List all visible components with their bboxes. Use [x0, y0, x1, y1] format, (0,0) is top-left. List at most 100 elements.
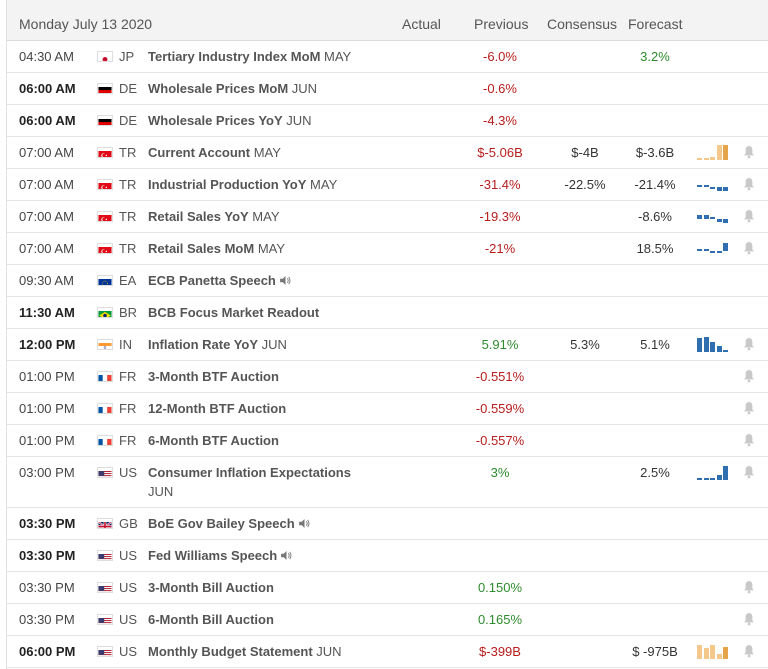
event-row[interactable]: 03:30 PM GB BoE Gov Bailey Speech [7, 508, 768, 540]
event-row[interactable]: 06:00 AM DE Wholesale Prices MoM JUN -0.6% [7, 73, 768, 105]
event-row[interactable]: 11:30 AM BR BCB Focus Market Readout [7, 297, 768, 329]
alert-bell-icon[interactable] [743, 401, 755, 415]
event-row[interactable]: 07:00 AM TR Industrial Production YoY MAY -… [7, 169, 768, 201]
event-row[interactable]: 07:00 AM TR Retail Sales MoM MAY -21% 18.5% [7, 233, 768, 265]
event-link[interactable]: BCB Focus Market Readout [148, 305, 319, 320]
sparkline-bar [703, 336, 709, 352]
jp-flag-icon [97, 51, 113, 62]
alert-bell-icon[interactable] [743, 644, 755, 658]
event-name: Retail Sales MoM [148, 241, 255, 256]
alert-bell-icon[interactable] [743, 241, 755, 255]
sparkline-bar [723, 187, 728, 191]
event-row[interactable]: 07:00 AM TR Current Account MAY $-5.06B $-4B… [7, 137, 768, 169]
event-link[interactable]: Inflation Rate YoY JUN [148, 337, 287, 352]
event-period: JUN [258, 337, 287, 352]
event-link[interactable]: Retail Sales YoY MAY [148, 209, 280, 224]
event-link[interactable]: BoE Gov Bailey Speech [148, 516, 310, 531]
alert-bell-icon[interactable] [743, 465, 755, 479]
tr-flag-icon [97, 147, 113, 158]
event-period: JUN [312, 644, 342, 659]
event-name: Consumer Inflation Expectations [148, 465, 351, 480]
forecast-value: $ -975B [632, 644, 678, 659]
actual-column-header[interactable]: Actual [402, 16, 441, 32]
alert-bell-icon[interactable] [743, 433, 755, 447]
sparkline-bar [716, 219, 722, 222]
event-link[interactable]: 6-Month BTF Auction [148, 433, 279, 448]
event-name: Inflation Rate YoY [148, 337, 259, 352]
event-link[interactable]: 6-Month Bill Auction [148, 612, 274, 627]
alert-bell-icon[interactable] [743, 145, 755, 159]
alert-bell-icon[interactable] [743, 580, 755, 594]
us-flag-icon [97, 614, 113, 625]
alert-bell-icon[interactable] [743, 209, 755, 223]
event-row[interactable]: 09:30 AM EA ECB Panetta Speech [7, 265, 768, 297]
event-time: 06:00 AM [19, 81, 76, 96]
event-time: 07:00 AM [19, 177, 74, 192]
previous-value: -19.3% [479, 209, 521, 224]
event-link[interactable]: Wholesale Prices YoY JUN [148, 113, 312, 128]
sparkline-bar [710, 645, 715, 659]
event-link[interactable]: Tertiary Industry Index MoM MAY [148, 49, 351, 64]
sparkline-bar [697, 158, 702, 160]
event-name: Wholesale Prices MoM [148, 81, 289, 96]
economic-calendar: Monday July 13 2020 Actual Previous Cons… [6, 0, 768, 669]
event-row[interactable]: 04:30 AM JP Tertiary Industry Index MoM MA… [7, 41, 768, 73]
forecast-value: -8.6% [638, 209, 672, 224]
trend-sparkline[interactable] [697, 144, 729, 160]
us-flag-icon [97, 646, 113, 657]
trend-sparkline[interactable] [697, 240, 729, 256]
event-link[interactable]: Retail Sales MoM MAY [148, 241, 285, 256]
alert-bell-icon[interactable] [743, 369, 755, 383]
event-link[interactable]: Industrial Production YoY MAY [148, 177, 337, 192]
event-row[interactable]: 12:00 PM IN Inflation Rate YoY JUN 5.91% 5.3… [7, 329, 768, 361]
trend-sparkline[interactable] [697, 176, 729, 192]
forecast-column-header[interactable]: Forecast [628, 16, 683, 32]
event-link[interactable]: 12-Month BTF Auction [148, 401, 286, 416]
sparkline-bar [710, 342, 715, 352]
event-row[interactable]: 01:00 PM FR 3-Month BTF Auction -0.551% [7, 361, 768, 393]
event-row[interactable]: 03:30 PM US 3-Month Bill Auction 0.150% [7, 572, 768, 604]
event-row[interactable]: 01:00 PM FR 12-Month BTF Auction -0.559% [7, 393, 768, 425]
consensus-value: -22.5% [564, 177, 606, 192]
event-row[interactable]: 01:00 PM FR 6-Month BTF Auction -0.557% [7, 425, 768, 457]
sparkline-bar [697, 477, 702, 480]
event-row[interactable]: 03:00 PM US Consumer Inflation Expectation… [7, 457, 768, 508]
event-row[interactable]: 03:30 PM US 6-Month Bill Auction 0.165% [7, 604, 768, 636]
sparkline-bar [723, 350, 728, 352]
event-name: 12-Month BTF Auction [148, 401, 287, 416]
event-row[interactable]: 03:30 PM US Fed Williams Speech [7, 540, 768, 572]
event-time: 03:30 PM [19, 580, 75, 595]
event-link[interactable]: ECB Panetta Speech [148, 273, 291, 288]
trend-sparkline[interactable] [697, 336, 729, 352]
event-link[interactable]: 3-Month Bill Auction [148, 580, 274, 595]
event-link[interactable]: Wholesale Prices MoM JUN [148, 81, 317, 96]
trend-sparkline[interactable] [697, 208, 729, 224]
country-code: BR [119, 305, 138, 320]
sparkline-bar [710, 216, 715, 219]
alert-bell-icon[interactable] [743, 337, 755, 351]
event-row[interactable]: 06:00 AM DE Wholesale Prices YoY JUN -4.3% [7, 105, 768, 137]
speaker-icon [281, 551, 292, 563]
event-time: 04:30 AM [19, 49, 74, 64]
event-link[interactable]: 3-Month BTF Auction [148, 369, 279, 384]
previous-value: $-399B [479, 644, 521, 659]
alert-bell-icon[interactable] [743, 612, 755, 626]
tr-flag-icon [97, 179, 113, 190]
event-row[interactable]: 07:00 AM TR Retail Sales YoY MAY -19.3% -8.6… [7, 201, 768, 233]
event-time: 03:30 PM [19, 612, 75, 627]
consensus-column-header[interactable]: Consensus [547, 16, 618, 32]
sparkline-bar [710, 477, 715, 480]
event-link[interactable]: Current Account MAY [148, 145, 281, 160]
us-flag-icon [97, 582, 113, 593]
trend-sparkline[interactable] [697, 464, 729, 480]
previous-column-header[interactable]: Previous [474, 16, 529, 32]
event-link[interactable]: Monthly Budget Statement JUN [148, 644, 342, 659]
event-row[interactable]: 06:00 PM US Monthly Budget Statement JUN $-… [7, 636, 768, 668]
alert-bell-icon[interactable] [743, 177, 755, 191]
event-name: Monthly Budget Statement [148, 644, 313, 659]
fr-flag-icon [97, 403, 113, 414]
event-link[interactable]: Consumer Inflation Expectations JUN [148, 465, 351, 499]
sparkline-bar [703, 214, 709, 219]
event-link[interactable]: Fed Williams Speech [148, 548, 292, 563]
trend-sparkline[interactable] [697, 643, 729, 659]
